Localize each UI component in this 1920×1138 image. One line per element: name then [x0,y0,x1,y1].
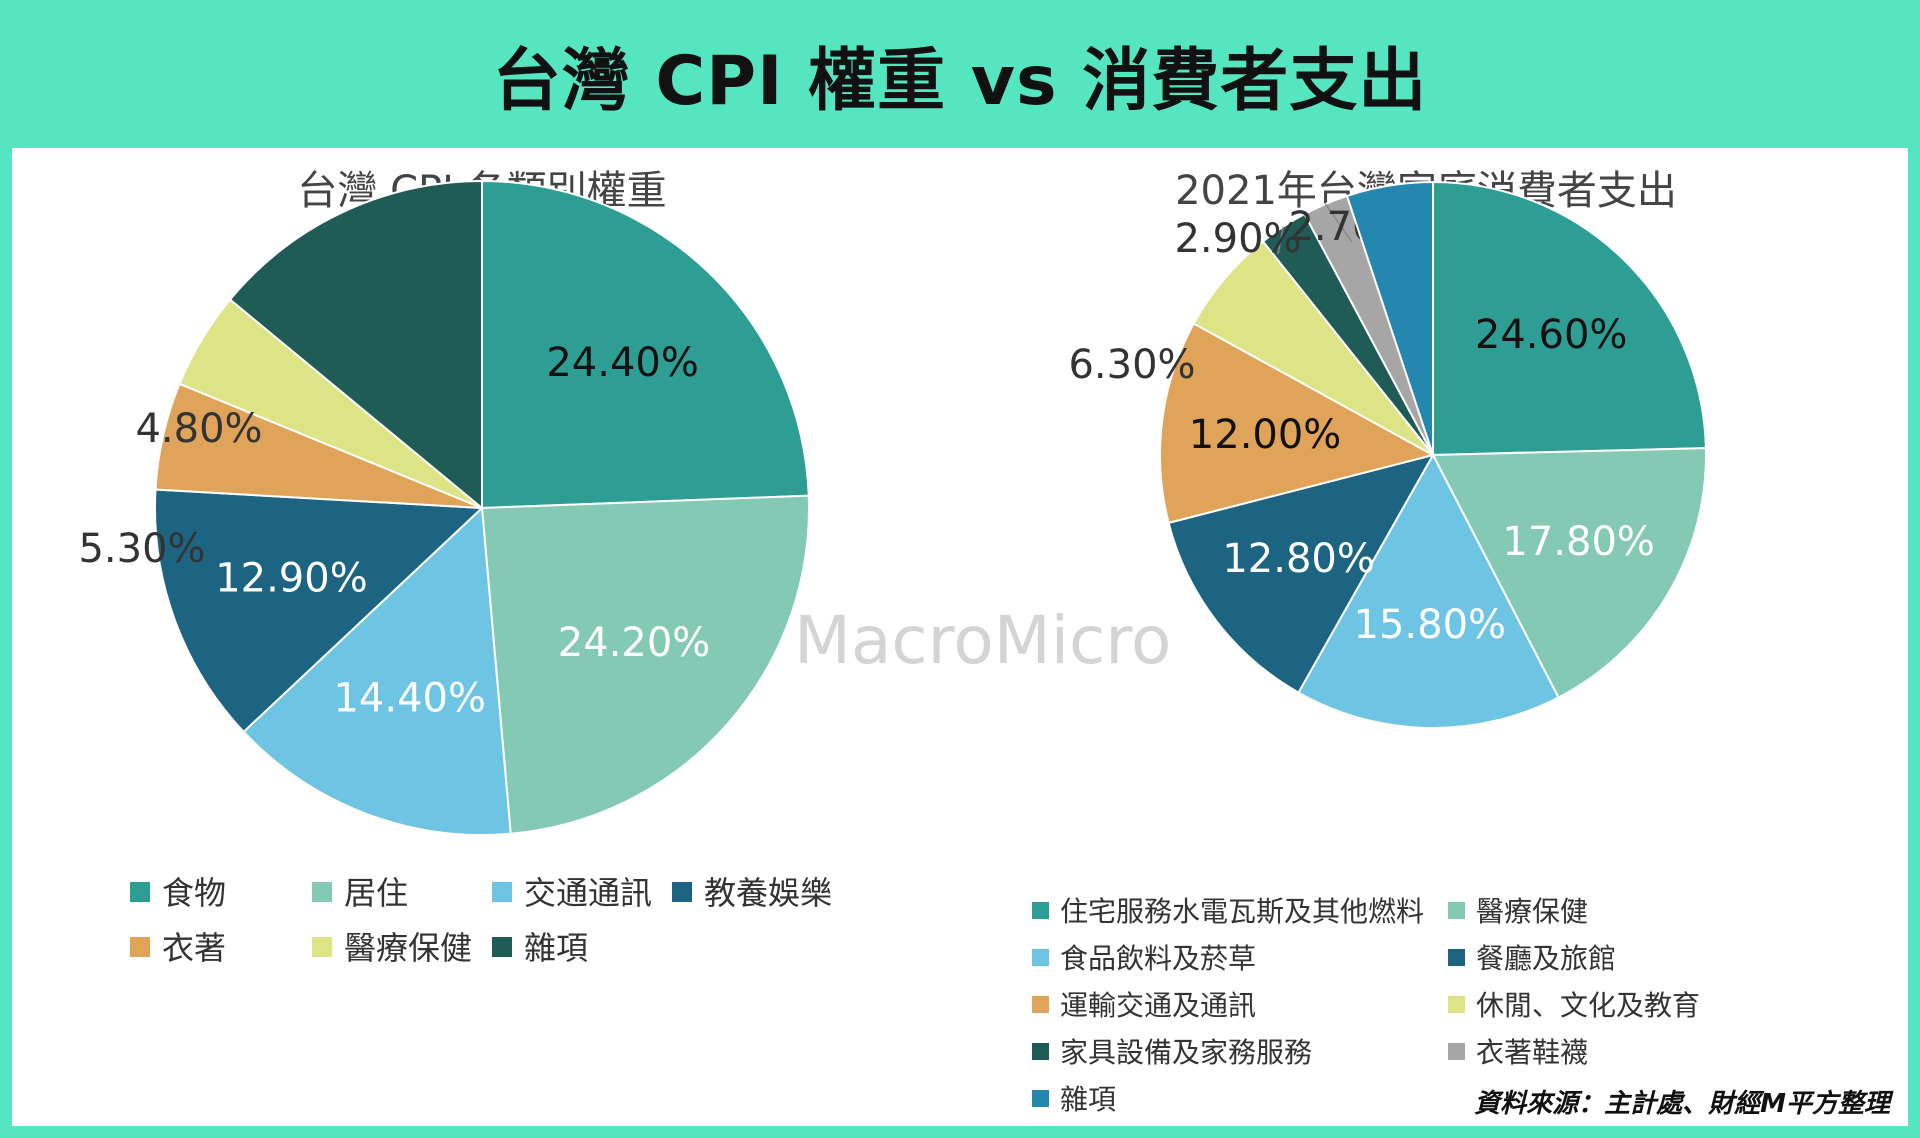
slice-label: 5.30% [78,526,205,572]
legend-label: 食品飲料及菸草 [1060,942,1256,975]
pie-slice-spending-1 [1431,447,1707,699]
legend-label: 住宅服務水電瓦斯及其他燃料 [1060,895,1424,928]
legend-swatch [312,937,332,957]
chart-canvas: MacroMicro 台灣 CPI 各類別權重 2021年台灣家庭消費者支出 2… [78,168,1894,1119]
legend-swatch [1032,1043,1049,1060]
legend-label: 雜項 [524,929,588,967]
slice-label: 24.40% [546,340,699,386]
legend-swatch [1448,902,1465,919]
legend-label: 居住 [344,874,408,912]
legend-label: 醫療保健 [1476,895,1588,928]
legend-label: 食物 [162,874,226,912]
chart-panel: MacroMicro 台灣 CPI 各類別權重 2021年台灣家庭消費者支出 2… [12,148,1908,1126]
pie-slice-spending-4 [1159,322,1436,525]
legend-label: 教養娛樂 [704,874,832,912]
legend-label: 運輸交通及通訊 [1060,989,1256,1022]
legend-swatch [1032,996,1049,1013]
slice-label: 6.30% [1068,342,1195,388]
legend-label: 衣著 [162,929,226,967]
spending-pie: 24.60% 17.80% 15.80% 12.80% 12.00% 6.30% 2.90%… [1068,180,1707,729]
slice-label: 17.80% [1502,519,1655,565]
page-title: 台灣 CPI 權重 vs 消費者支出 [492,41,1428,121]
leader-line [1277,226,1284,255]
legend-swatch [1032,902,1049,919]
title-bar: 台灣 CPI 權重 vs 消費者支出 [0,0,1920,148]
slice-label: 12.00% [1189,412,1342,458]
slice-label: 4.80% [135,406,262,452]
pie-slice-cpi-1 [480,494,810,835]
pie-slice-spending-3 [1167,453,1436,694]
slice-label: 2.90% [1174,216,1301,262]
legend-swatch [1032,1090,1049,1107]
slice-label: 24.60% [1475,312,1628,358]
pie-slice-cpi-6 [228,179,483,511]
legend-label: 餐廳及旅館 [1476,942,1616,975]
legend-swatch [130,937,150,957]
legend-label: 家具設備及家務服務 [1060,1036,1312,1069]
slice-label: 12.90% [215,555,368,601]
legend-swatch [130,882,150,902]
source-note: 資料來源：主計處、財經M平方整理 [1474,1089,1894,1119]
legend-label: 休閒、文化及教育 [1476,989,1700,1022]
watermark-text: MacroMicro [794,602,1171,679]
pie-slice-cpi-0 [481,179,810,510]
legend-swatch [1032,949,1049,966]
slice-label: 15.80% [1354,602,1507,648]
legend-swatch [1448,949,1465,966]
slice-label: 14.40% [333,675,486,721]
legend-swatch [492,937,512,957]
legend-label: 衣著鞋襪 [1476,1036,1588,1069]
legend-swatch [672,882,692,902]
legend-label: 雜項 [1060,1083,1116,1116]
legend-swatch [1448,1043,1465,1060]
pie-slice-spending-0 [1432,180,1707,457]
pie-slice-cpi-3 [154,488,485,734]
legend-label: 醫療保健 [344,929,472,967]
pie-slice-cpi-2 [242,505,512,836]
legend-label: 交通通訊 [524,874,652,912]
legend-swatch [312,882,332,902]
pie-slice-spending-2 [1297,452,1560,729]
cpi-pie: 24.40% 24.20% 14.40% 12.90%5.30% 4.80% [78,179,810,836]
leader-line [1324,203,1353,243]
slice-label: 12.80% [1222,536,1375,582]
legend-swatch [492,882,512,902]
pie-slice-spending-8 [1345,180,1434,456]
slice-label: 24.20% [558,620,711,666]
legend-swatch [1448,996,1465,1013]
